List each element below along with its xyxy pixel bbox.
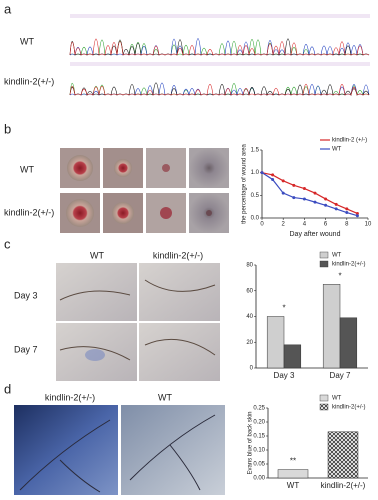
trace (69, 82, 370, 97)
point (334, 207, 338, 211)
y-tick-label: 0.5 (251, 193, 260, 199)
legend-label: kindlin-2(+/-) (332, 262, 366, 268)
x-tick-label: 2 (282, 222, 286, 228)
skin-photos (14, 405, 225, 495)
point (324, 197, 328, 201)
row-label: kindlin-2(+/-) (4, 76, 54, 86)
column-label: WT (90, 250, 104, 260)
bar (283, 344, 302, 369)
x-tick-label: WT (287, 481, 300, 490)
legend-label: kindlin-2 (+/-) (332, 138, 367, 144)
series-line (261, 172, 358, 215)
point (292, 183, 296, 187)
x-tick-label: Day 7 (330, 371, 351, 380)
y-tick-label: 0.25 (253, 406, 265, 412)
chromatogram (69, 38, 370, 97)
point (260, 171, 264, 175)
y-tick-label: 0.20 (253, 420, 265, 426)
bar (266, 316, 285, 369)
row-label: kindlin-2(+/-) (4, 207, 54, 217)
panel-letter: d (4, 381, 11, 396)
series-line (261, 172, 358, 217)
legend-swatch (319, 394, 329, 402)
panel-letter: c (4, 236, 11, 251)
legend-label: kindlin-2(+/-) (332, 405, 366, 411)
trace (69, 83, 370, 96)
wound-photos (60, 148, 229, 233)
y-tick-label: 20 (246, 340, 253, 346)
trace (69, 39, 370, 56)
bar (339, 317, 358, 369)
significance: * (282, 304, 285, 313)
point (271, 173, 275, 177)
point (345, 207, 349, 211)
x-tick-label: 0 (260, 222, 264, 228)
y-tick-label: 1.5 (251, 148, 260, 154)
y-tick-label: 40 (246, 314, 253, 320)
legend-label: WT (332, 253, 342, 259)
point (355, 211, 359, 215)
x-tick-label: 8 (345, 222, 349, 228)
legend-swatch (319, 251, 329, 259)
point (292, 196, 296, 200)
significance: * (338, 271, 341, 280)
y-tick-label: 0.15 (253, 434, 265, 440)
bar (327, 431, 359, 479)
x-tick-label: 4 (303, 222, 307, 228)
row-label: Day 7 (14, 344, 38, 354)
significance: ** (290, 457, 296, 466)
legend-label: WT (332, 396, 342, 402)
x-tick-label: 10 (365, 222, 372, 228)
legend-swatch (319, 260, 329, 268)
point (271, 177, 275, 181)
point (324, 203, 328, 207)
y-tick-label: 0.0 (251, 216, 260, 222)
y-tick-label: 60 (246, 288, 253, 294)
x-axis-label: Day after wound (290, 231, 341, 238)
point (313, 200, 317, 204)
row-label: WT (20, 36, 34, 46)
bar (322, 284, 341, 369)
point (281, 179, 285, 183)
row-label: Day 3 (14, 290, 38, 300)
y-axis-label: the percentage of wound area (242, 143, 248, 223)
column-label: WT (158, 392, 172, 402)
point (355, 214, 359, 218)
point (345, 211, 349, 215)
panel-letter: b (4, 121, 11, 136)
y-tick-label: 80 (246, 263, 253, 269)
point (281, 191, 285, 195)
x-tick-label: kindlin-2(+/-) (321, 481, 366, 490)
x-tick-label: 6 (324, 222, 328, 228)
point (334, 202, 338, 206)
y-tick-label: 0.10 (253, 448, 265, 454)
x-tick-label: Day 3 (274, 371, 295, 380)
y-tick-label: 0.00 (253, 476, 265, 482)
row-label: WT (20, 164, 34, 174)
panel-letter: a (4, 1, 12, 16)
y-tick-label: 1.0 (251, 170, 260, 176)
legend-swatch (319, 403, 329, 411)
legend-label: WT (332, 147, 342, 153)
y-axis-label: Evans blue of back skin (248, 411, 254, 474)
histology-images (56, 263, 220, 381)
sequence-bar (70, 62, 370, 66)
point (313, 191, 317, 195)
sequence-bar (70, 14, 370, 18)
bar (277, 469, 309, 479)
column-label: kindlin-2(+/-) (153, 250, 203, 260)
point (302, 197, 306, 201)
y-tick-label: 0 (250, 366, 254, 372)
point (302, 187, 306, 191)
y-tick-label: 0.05 (253, 462, 265, 468)
column-label: kindlin-2(+/-) (45, 392, 95, 402)
trace (69, 38, 370, 56)
